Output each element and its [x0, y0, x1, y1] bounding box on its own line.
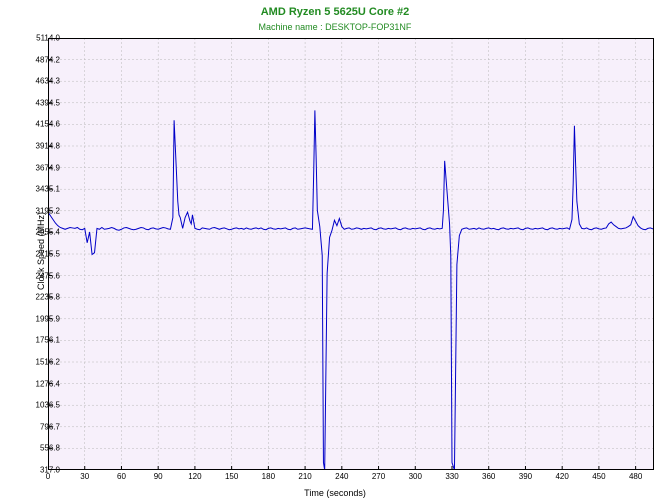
y-tick-label: 1036.5 — [20, 401, 60, 410]
x-tick-label: 420 — [547, 472, 577, 481]
y-tick-label: 3914.8 — [20, 141, 60, 150]
x-axis-label: Time (seconds) — [0, 488, 670, 498]
x-tick-label: 180 — [253, 472, 283, 481]
y-tick-label: 5114.0 — [20, 34, 60, 43]
x-tick-label: 210 — [290, 472, 320, 481]
plot-svg — [48, 38, 654, 470]
y-tick-label: 2955.4 — [20, 228, 60, 237]
y-tick-label: 3674.9 — [20, 163, 60, 172]
x-tick-label: 300 — [400, 472, 430, 481]
x-tick-label: 270 — [364, 472, 394, 481]
x-tick-label: 450 — [584, 472, 614, 481]
x-tick-label: 30 — [70, 472, 100, 481]
x-tick-label: 0 — [33, 472, 63, 481]
chart-title: AMD Ryzen 5 5625U Core #2 — [0, 6, 670, 18]
y-tick-label: 2715.5 — [20, 250, 60, 259]
y-tick-label: 2475.6 — [20, 271, 60, 280]
y-tick-label: 3435.1 — [20, 185, 60, 194]
x-tick-label: 60 — [106, 472, 136, 481]
chart-container: AMD Ryzen 5 5625U Core #2 Machine name :… — [0, 0, 670, 502]
x-tick-label: 480 — [621, 472, 651, 481]
x-tick-label: 390 — [510, 472, 540, 481]
y-tick-label: 556.8 — [20, 444, 60, 453]
x-tick-label: 330 — [437, 472, 467, 481]
x-tick-label: 120 — [180, 472, 210, 481]
x-tick-label: 150 — [217, 472, 247, 481]
x-tick-label: 240 — [327, 472, 357, 481]
y-tick-label: 1516.2 — [20, 358, 60, 367]
y-tick-label: 4154.6 — [20, 120, 60, 129]
y-tick-label: 1995.9 — [20, 314, 60, 323]
y-tick-label: 796.7 — [20, 422, 60, 431]
y-tick-label: 4874.2 — [20, 55, 60, 64]
x-tick-label: 360 — [474, 472, 504, 481]
plot-wrap — [48, 38, 654, 470]
chart-subtitle: Machine name : DESKTOP-FOP31NF — [0, 22, 670, 32]
x-tick-label: 90 — [143, 472, 173, 481]
y-tick-label: 4394.5 — [20, 98, 60, 107]
y-tick-label: 1756.1 — [20, 336, 60, 345]
y-tick-label: 3195.2 — [20, 206, 60, 215]
y-tick-label: 2235.8 — [20, 293, 60, 302]
y-tick-label: 1276.4 — [20, 379, 60, 388]
y-tick-label: 4634.3 — [20, 77, 60, 86]
